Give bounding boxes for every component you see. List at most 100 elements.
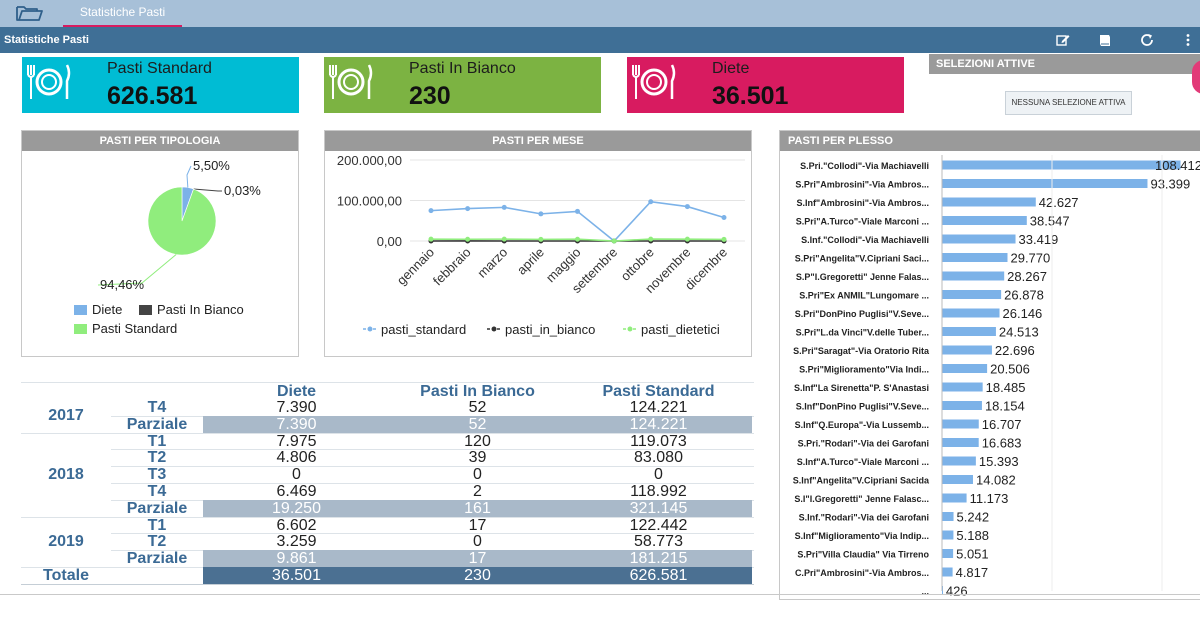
bar-value-label: 15.393 [979, 454, 1019, 469]
year-rule [21, 567, 111, 568]
top-bar: Statistiche Pasti [0, 0, 1200, 27]
table-cell: 39 [468, 449, 487, 467]
table-cell: 181.215 [629, 550, 688, 568]
legend-item-pasti-in-bianco[interactable]: Pasti In Bianco [139, 302, 244, 317]
period-cell: T3 [147, 466, 167, 484]
pie-connector [186, 165, 192, 188]
bar-category-label: S.I"I.Gregoretti" Jenne Falasc... [794, 494, 929, 504]
year-cell: 2018 [48, 466, 84, 484]
table-cell: 122.442 [629, 516, 688, 534]
kpi-value: 626.581 [107, 82, 198, 110]
bar [942, 549, 954, 558]
more-vertical-icon[interactable] [1180, 32, 1196, 48]
table-cell: 0 [654, 466, 663, 484]
bar [942, 438, 979, 447]
bar-category-label: C.Pri"Ambrosini"-Via Ambros... [795, 568, 929, 578]
month-panel: PASTI PER MESE 0,00 100.000,00 200.000,00 g… [324, 130, 752, 357]
bar [942, 364, 988, 373]
series-point-pasti_standard [538, 211, 544, 217]
legend-label: Diete [92, 302, 123, 317]
no-selection-button[interactable]: NESSUNA SELEZIONE ATTIVA [1005, 91, 1132, 115]
bar-value-label: 5.051 [956, 547, 989, 562]
stats-table: Diete Pasti In Bianco Pasti Standard T4 7.39… [21, 381, 754, 586]
pie-data-label: 5,50% [193, 158, 230, 173]
tab-statistiche-pasti[interactable]: Statistiche Pasti [63, 0, 182, 27]
legend-item-pasti-standard[interactable]: Pasti Standard [74, 321, 177, 336]
folder-open-icon[interactable] [14, 3, 44, 23]
bar [942, 327, 996, 336]
x-tick-label: aprile [514, 245, 547, 278]
kpi-diete: Diete 36.501 [627, 57, 904, 113]
pie-data-label: 94,46% [100, 277, 145, 292]
plate-cutlery-icon [27, 64, 71, 99]
floating-action-button[interactable] [1192, 60, 1200, 94]
table-cell: 19.250 [272, 499, 321, 517]
bar-category-label: S.Inf"La Sirenetta"P. S'Anastasi [794, 383, 929, 393]
x-tick-label: gennaio [394, 245, 437, 288]
bar [942, 345, 992, 355]
bar-value-label: 38.547 [1030, 214, 1070, 229]
bar-category-label: S.Pri"Miglioramento"Via Indi... [799, 365, 929, 375]
period-cell: Parziale [126, 415, 188, 433]
table-cell: 52 [468, 399, 487, 416]
bar-category-label: S.Pri"Angelita"V.Cipriani Saci... [795, 254, 929, 264]
month-panel-header: PASTI PER MESE [325, 131, 751, 151]
year-rule [21, 432, 111, 434]
y-tick-label: 200.000,00 [337, 153, 402, 168]
legend-label: pasti_in_bianco [505, 322, 595, 337]
bar-category-label: S.Pri"Villa Claudia" Via Tirreno [797, 550, 929, 560]
refresh-icon[interactable] [1139, 32, 1155, 48]
partial-row-bg [203, 499, 752, 517]
legend-item-pasti_standard[interactable]: pasti_standard [363, 322, 466, 337]
table-cell: 161 [464, 499, 491, 517]
table-cell: 119.073 [630, 432, 687, 450]
total-cell: 626.581 [629, 567, 688, 584]
legend-item-pasti_in_bianco[interactable]: pasti_in_bianco [487, 322, 595, 337]
series-point-pasti_dietetici [538, 236, 544, 242]
series-point-pasti_dietetici [465, 236, 471, 242]
table-cell: 321.145 [629, 499, 688, 517]
kpi-pasti-in-bianco: Pasti In Bianco 230 [324, 57, 601, 113]
bar-value-label: 18.154 [985, 399, 1025, 414]
legend-label: pasti_dietetici [641, 322, 720, 337]
table-cell: 58.773 [634, 533, 683, 551]
table-bottom-rule [21, 583, 754, 585]
bar-value-label: 5.188 [956, 528, 989, 543]
series-point-pasti_standard [648, 199, 654, 205]
kpi-value: 36.501 [712, 82, 789, 110]
table-cell: 4.806 [276, 449, 317, 467]
bar-value-label: 426 [946, 584, 968, 597]
legend-item-diete[interactable]: Diete [74, 302, 122, 317]
table-cell: 120 [464, 432, 491, 450]
total-cell: 36.501 [272, 567, 321, 584]
series-point-pasti_standard [684, 204, 690, 210]
y-tick-label: 0,00 [377, 234, 402, 249]
bar [942, 382, 983, 392]
book-icon[interactable] [1097, 32, 1113, 48]
bar [942, 253, 1008, 262]
table-cell: 7.390 [276, 399, 317, 416]
series-point-pasti_standard [428, 208, 434, 214]
bar-value-label: 22.696 [995, 343, 1035, 358]
row-rule [111, 516, 754, 518]
partial-row-bg [203, 415, 752, 433]
period-cell: T1 [147, 516, 167, 534]
legend-swatch [74, 324, 87, 334]
total-row-bg [203, 567, 752, 584]
bar-value-label: 18.485 [986, 380, 1026, 395]
legend-item-pasti_dietetici[interactable]: pasti_dietetici [623, 322, 720, 337]
kpi-pasti-standard: Pasti Standard 626.581 [22, 57, 299, 113]
table-cell: 0 [473, 533, 482, 551]
table-cell: 6.469 [276, 483, 317, 500]
edit-icon[interactable] [1055, 32, 1071, 48]
table-cell: 118.992 [630, 483, 687, 500]
series-point-pasti_standard [465, 206, 471, 212]
series-line-pasti_standard [430, 200, 725, 243]
bar-value-label: 42.627 [1039, 195, 1079, 210]
table-cell: 52 [468, 415, 487, 433]
selections-header: SELEZIONI ATTIVE [929, 54, 1200, 74]
bar-chart: S.Pri."Collodi"-Via Machiavelli 108.412 S.… [793, 155, 1200, 597]
row-rule [111, 432, 754, 434]
plesso-panel-header: PASTI PER PLESSO [780, 131, 1200, 151]
table-cell: 2 [473, 483, 482, 500]
